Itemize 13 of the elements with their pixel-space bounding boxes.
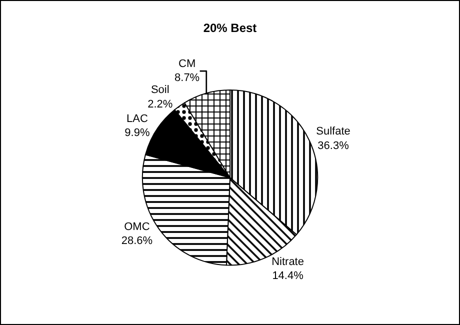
slice-label: CM — [178, 58, 196, 70]
slice-label: Sulfate — [316, 126, 350, 138]
data-label: 2.2% — [148, 98, 173, 110]
data-label: 36.3% — [318, 140, 350, 152]
data-label: 28.6% — [121, 235, 153, 248]
data-label: 9.9% — [124, 127, 150, 140]
data-label: 8.7% — [174, 72, 200, 84]
slice-label: OMC — [124, 220, 150, 233]
slice-label: Nitrate — [272, 256, 304, 268]
data-label: 14.4% — [272, 270, 304, 282]
slice-label: Soil — [150, 84, 170, 96]
slice-label: LAC — [126, 112, 148, 125]
chart-title: 20% Best — [203, 21, 257, 36]
